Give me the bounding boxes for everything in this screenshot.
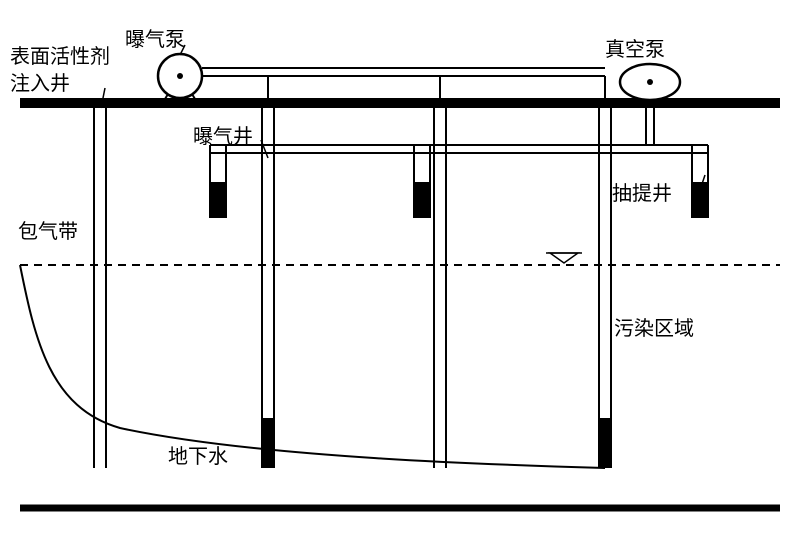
well-screen [262, 418, 274, 468]
label-extraction-well: 抽提井 [612, 177, 672, 206]
label-aeration-pump: 曝气泵 [125, 23, 185, 52]
well-screen [692, 182, 708, 218]
label-vacuum-pump: 真空泵 [605, 33, 665, 62]
label-surfactant-well-line1: 表面活性剂 [10, 40, 110, 69]
diagram-svg [0, 0, 800, 539]
label-vadose-zone: 包气带 [18, 215, 78, 244]
label-surfactant-well-line2: 注入井 [10, 67, 70, 96]
label-groundwater: 地下水 [168, 440, 228, 469]
label-contaminated-zone: 污染区域 [614, 312, 694, 341]
well-screen [414, 182, 430, 218]
plume-boundary [20, 265, 605, 468]
water-table-symbol [550, 253, 578, 263]
well-screen [210, 182, 226, 218]
label-aeration-well: 曝气井 [193, 120, 253, 149]
well-screen [599, 418, 611, 468]
